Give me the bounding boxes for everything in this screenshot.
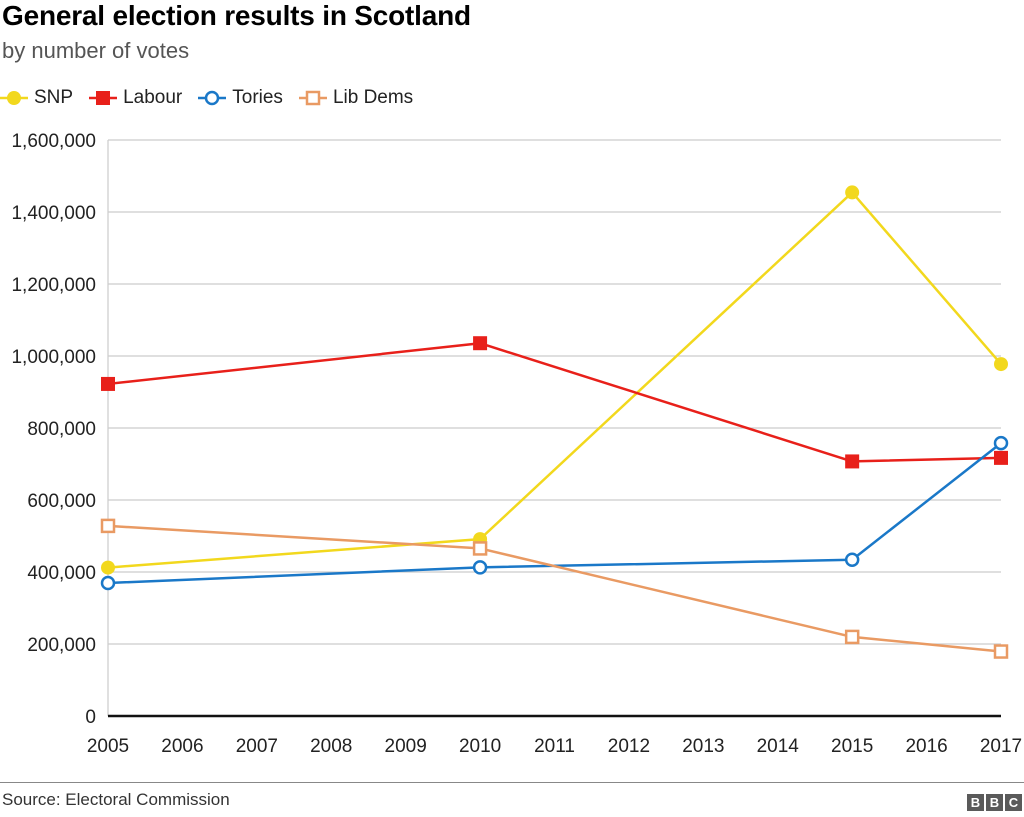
- legend-label-snp: SNP: [34, 87, 74, 108]
- data-point-labour: [473, 336, 488, 351]
- data-point-tories: [472, 560, 488, 575]
- x-tick-label: 2011: [534, 736, 575, 757]
- data-point-tories: [993, 435, 1009, 451]
- y-tick-label: 1,000,000: [11, 347, 96, 368]
- legend-item-lib-dems: Lib Dems: [298, 87, 414, 109]
- y-tick-label: 0: [85, 707, 96, 728]
- footer-divider: [0, 782, 1024, 783]
- legend-item-labour: Labour: [89, 87, 182, 109]
- bbc-logo-letter: B: [986, 794, 1003, 811]
- lib-dems-marker-icon: [298, 90, 327, 106]
- bbc-logo: B B C: [967, 794, 1022, 811]
- data-point-lib-dems: [100, 518, 116, 534]
- snp-marker-icon: [0, 91, 28, 105]
- data-point-labour: [994, 450, 1008, 465]
- data-point-snp: [994, 357, 1008, 372]
- series-line-snp: [107, 191, 1002, 569]
- data-point-lib-dems: [844, 629, 860, 645]
- data-point-tories: [100, 575, 116, 591]
- data-point-tories: [844, 552, 860, 567]
- x-tick-label: 2012: [608, 736, 650, 757]
- x-tick-label: 2007: [236, 736, 278, 757]
- x-tick-label: 2010: [459, 736, 501, 757]
- x-tick-label: 2017: [980, 736, 1022, 757]
- y-tick-label: 1,200,000: [11, 275, 96, 296]
- x-tick-label: 2013: [682, 736, 724, 757]
- y-tick-label: 800,000: [27, 419, 96, 440]
- tories-marker-icon: [198, 90, 227, 106]
- chart-subtitle: by number of votes: [2, 38, 190, 63]
- data-point-snp: [101, 560, 115, 575]
- bbc-logo-letter: C: [1005, 794, 1022, 811]
- x-tick-label: 2005: [87, 736, 129, 757]
- legend: SNP Labour Tories Lib Dems: [0, 84, 429, 112]
- chart-title: General election results in Scotland: [2, 0, 471, 31]
- bbc-logo-letter: B: [967, 794, 984, 811]
- x-tick-label: 2016: [905, 736, 947, 757]
- legend-label-tories: Tories: [232, 87, 283, 108]
- series-line-labour: [107, 341, 1002, 463]
- legend-label-lib-dems: Lib Dems: [332, 87, 414, 108]
- series-line-lib-dems: [107, 524, 1002, 653]
- x-tick-label: 2008: [310, 736, 352, 757]
- data-point-labour: [845, 454, 860, 469]
- legend-item-tories: Tories: [198, 87, 283, 109]
- source-note: Source: Electoral Commission: [2, 790, 230, 809]
- data-point-labour: [101, 376, 115, 391]
- y-tick-label: 1,600,000: [11, 131, 96, 152]
- line-chart: 0 200,000 400,000 600,000 800,000 1,000,000 1,…: [11, 131, 1022, 757]
- y-tick-label: 400,000: [27, 563, 96, 584]
- data-point-snp: [845, 185, 860, 200]
- labour-marker-icon: [89, 91, 118, 105]
- y-tick-label: 600,000: [27, 491, 96, 512]
- legend-label-labour: Labour: [123, 87, 183, 108]
- x-tick-label: 2014: [757, 736, 800, 757]
- data-point-lib-dems: [993, 644, 1009, 659]
- data-point-lib-dems: [472, 541, 488, 556]
- y-tick-label: 1,400,000: [11, 203, 96, 224]
- x-tick-label: 2006: [161, 736, 203, 757]
- x-tick-label: 2009: [385, 736, 427, 757]
- series-line-tories: [107, 442, 1002, 585]
- legend-item-snp: SNP: [0, 87, 73, 109]
- x-tick-label: 2015: [831, 736, 873, 757]
- y-tick-label: 200,000: [27, 635, 96, 656]
